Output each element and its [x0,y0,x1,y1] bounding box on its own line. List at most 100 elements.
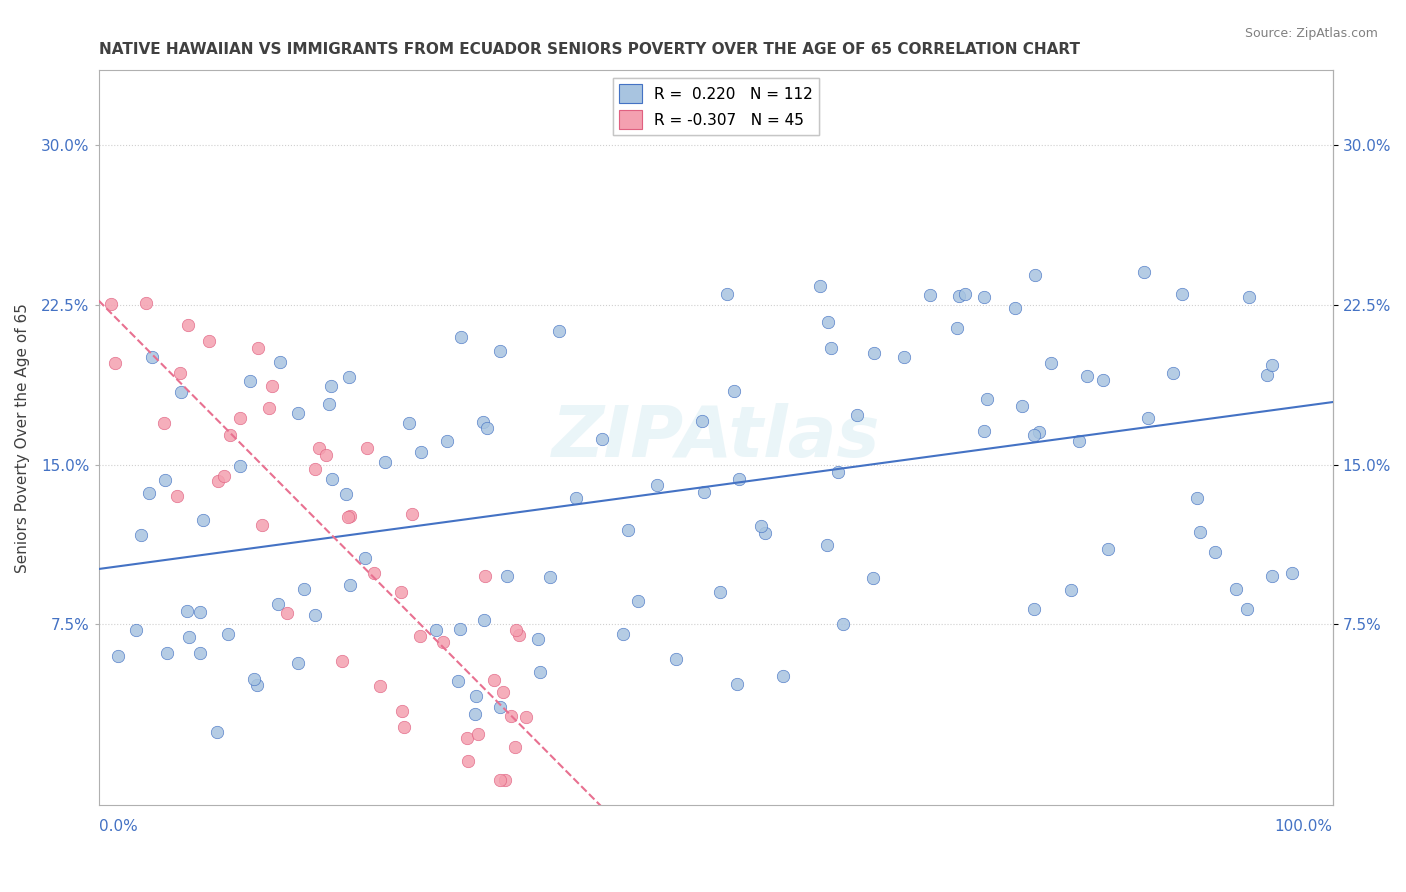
Point [645,478,668,492]
Point [177,630,200,644]
Point [315,448,337,462]
Point [197,334,219,348]
Point [339,509,361,524]
Point [425,624,447,638]
Point [1188,524,1211,539]
Point [1067,434,1090,448]
Point [135,295,157,310]
Point [368,679,391,693]
Point [239,375,262,389]
Point [177,318,200,332]
Point [229,411,252,425]
Point [1004,301,1026,316]
Point [1261,569,1284,583]
Point [392,720,415,734]
Point [450,330,472,344]
Point [1260,358,1282,372]
Point [817,315,839,329]
Point [1024,268,1046,283]
Point [363,566,385,581]
Point [815,538,838,552]
Point [464,707,486,722]
Point [267,598,290,612]
Point [973,290,995,304]
Point [492,684,515,698]
Point [1097,541,1119,556]
Point [335,487,357,501]
Point [131,528,153,542]
Text: 100.0%: 100.0% [1275,819,1333,834]
Point [191,513,214,527]
Point [690,414,713,428]
Point [1076,369,1098,384]
Point [772,669,794,683]
Point [207,474,229,488]
Point [1161,366,1184,380]
Point [391,704,413,718]
Point [188,646,211,660]
Point [1236,602,1258,616]
Text: ZIPAtlas: ZIPAtlas [551,403,880,473]
Point [953,287,976,301]
Point [725,676,748,690]
Point [447,674,470,689]
Point [246,678,269,692]
Point [214,469,236,483]
Point [973,424,995,438]
Point [827,465,849,479]
Point [401,507,423,521]
Point [124,623,146,637]
Point [374,455,396,469]
Point [252,518,274,533]
Point [477,420,499,434]
Point [229,458,252,473]
Point [503,739,526,754]
Point [1011,399,1033,413]
Text: NATIVE HAWAIIAN VS IMMIGRANTS FROM ECUADOR SENIORS POVERTY OVER THE AGE OF 65 CO: NATIVE HAWAIIAN VS IMMIGRANTS FROM ECUAD… [98,42,1080,57]
Point [1256,368,1278,382]
Point [287,406,309,420]
Point [1225,582,1247,596]
Point [1039,356,1062,370]
Point [287,656,309,670]
Point [505,623,527,637]
Point [262,379,284,393]
Point [474,569,496,583]
Point [409,444,432,458]
Point [1022,601,1045,615]
Point [246,341,269,355]
Point [496,569,519,583]
Point [538,570,561,584]
Point [153,474,176,488]
Point [169,384,191,399]
Point [141,351,163,365]
Point [808,279,831,293]
Point [1171,286,1194,301]
Y-axis label: Seniors Poverty Over the Age of 65: Seniors Poverty Over the Age of 65 [15,303,30,573]
Point [243,672,266,686]
Point [484,673,506,688]
Point [308,441,330,455]
Point [863,346,886,360]
Point [591,432,613,446]
Point [754,526,776,541]
Point [304,461,326,475]
Point [188,606,211,620]
Point [529,665,551,679]
Point [920,287,942,301]
Point [153,416,176,430]
Point [464,690,486,704]
Point [321,472,343,486]
Point [339,578,361,592]
Point [155,646,177,660]
Point [1092,373,1115,387]
Point [1204,545,1226,559]
Point [356,441,378,455]
Point [946,321,969,335]
Point [409,629,432,643]
Point [472,613,495,627]
Point [948,289,970,303]
Point [723,384,745,399]
Text: Source: ZipAtlas.com: Source: ZipAtlas.com [1244,27,1378,40]
Point [494,772,516,787]
